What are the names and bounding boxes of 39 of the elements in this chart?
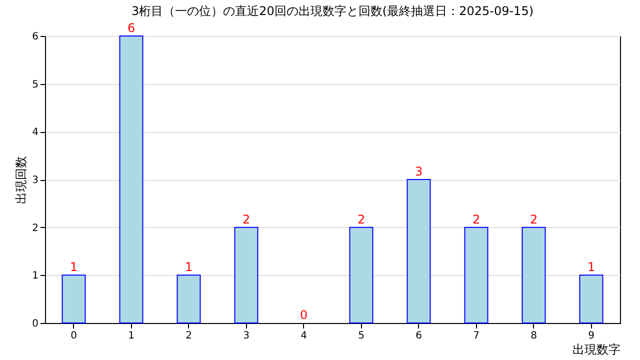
x-tick-label: 8 <box>530 330 537 342</box>
x-tick-label: 3 <box>243 330 250 342</box>
bar <box>62 274 86 324</box>
x-tick-label: 0 <box>70 330 77 342</box>
data-label: 6 <box>127 21 136 35</box>
x-tick-label: 4 <box>300 330 307 342</box>
y-tick-label: 1 <box>32 270 38 282</box>
x-tick-label: 1 <box>128 330 134 342</box>
chart-title: 3桁目（一の位）の直近20回の出現数字と回数(最終抽選日：2025-09-15) <box>131 4 534 18</box>
x-axis-title: 出現数字 <box>572 342 620 356</box>
bar <box>464 226 488 324</box>
y-tick-label: 4 <box>32 127 38 138</box>
data-label: 1 <box>70 260 78 274</box>
y-tick-label: 2 <box>32 222 38 234</box>
y-tick-label: 5 <box>32 79 38 90</box>
data-label: 3 <box>414 164 423 178</box>
data-label: 2 <box>357 212 366 226</box>
bar <box>349 226 374 324</box>
data-label: 2 <box>472 212 480 226</box>
y-axis-title: 出現回数 <box>14 156 28 204</box>
data-label: 2 <box>242 212 250 226</box>
y-tick-label: 6 <box>32 32 38 42</box>
bar <box>406 179 431 324</box>
data-label: 1 <box>587 260 596 274</box>
data-label: 1 <box>184 260 193 274</box>
x-tick-label: 2 <box>186 330 192 342</box>
bar <box>522 226 546 324</box>
x-tick-label: 6 <box>416 330 422 342</box>
y-tick-label: 0 <box>32 318 38 330</box>
data-label: 2 <box>530 212 538 226</box>
bar <box>234 226 258 324</box>
x-tick-label: 7 <box>473 330 480 342</box>
bar <box>176 274 201 324</box>
x-tick-label: 9 <box>588 330 594 342</box>
x-tick-label: 5 <box>358 330 364 342</box>
data-label: 0 <box>300 308 308 322</box>
bar <box>579 274 604 324</box>
bar <box>119 36 144 324</box>
y-tick-label: 3 <box>32 175 38 186</box>
